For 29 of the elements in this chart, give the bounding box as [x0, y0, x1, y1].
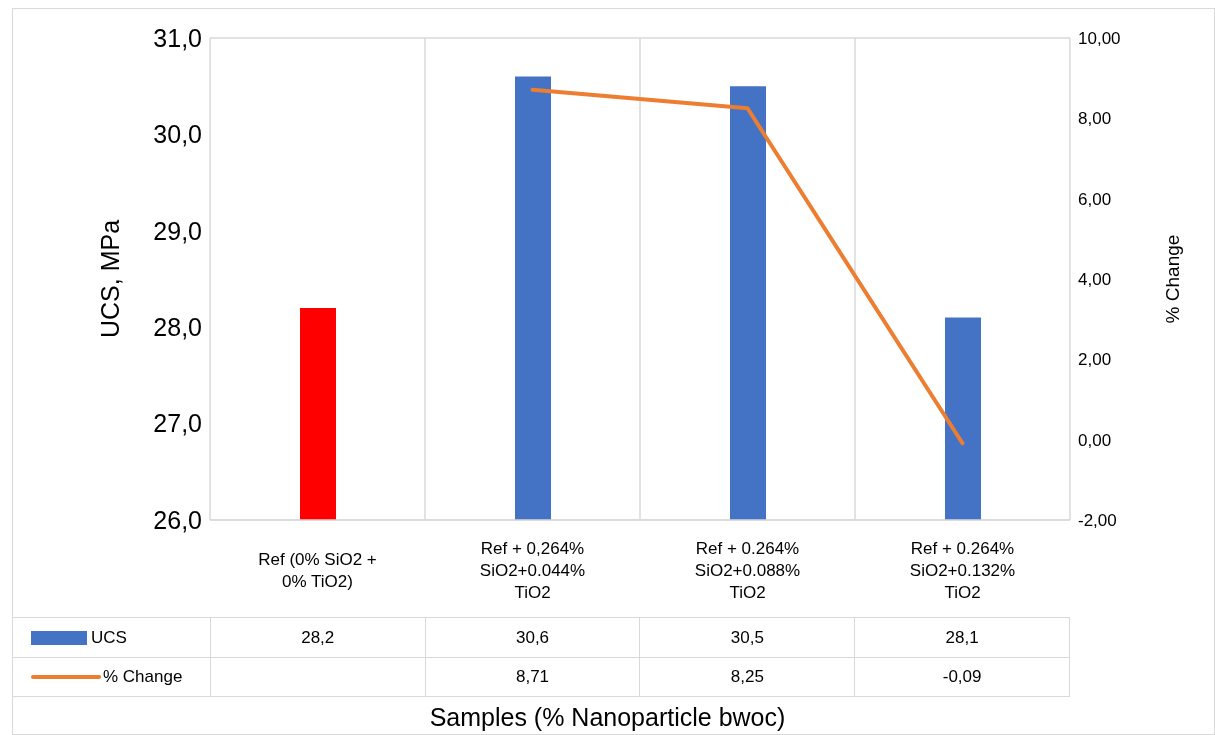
y2-tick-label: 0,00	[1078, 430, 1112, 450]
data-label: 28,1	[855, 618, 1071, 657]
y-tick-label: 28,0	[153, 313, 202, 342]
y2-tick-label: 6,00	[1078, 189, 1112, 209]
x-axis-title: Samples (% Nanoparticle bwoc)	[428, 703, 787, 732]
data-label: 28,2	[210, 618, 426, 657]
y-tick-label: 31,0	[153, 23, 202, 52]
y2-tick-label: -2,00	[1078, 511, 1117, 531]
y2-tick-label: 10,00	[1078, 29, 1121, 49]
y2-axis-title: % Change	[1161, 234, 1183, 324]
data-label: 8,71	[425, 658, 641, 696]
y-tick-label: 29,0	[153, 216, 202, 245]
x-tick-label: Ref + 0.264% SiO2+0.132% TiO2	[909, 539, 1016, 602]
y-tick-label: 27,0	[153, 409, 202, 438]
x-tick-label: Ref + 0,264% SiO2+0.044% TiO2	[479, 539, 586, 602]
data-label: 30,5	[640, 618, 856, 657]
y2-tick-label: 4,00	[1078, 270, 1112, 290]
legend-label: % Change	[103, 667, 183, 687]
y-axis-title: UCS, MPa	[95, 219, 124, 339]
legend-label: UCS	[91, 627, 127, 648]
y2-tick-label: 2,00	[1078, 350, 1112, 370]
data-label: 8,25	[640, 658, 856, 696]
y2-tick-label: 8,00	[1078, 109, 1112, 129]
y-tick-label: 30,0	[153, 120, 202, 149]
data-label: -0,09	[855, 658, 1071, 696]
x-tick-label: Ref (0% SiO2 + 0% TiO2)	[258, 550, 377, 591]
x-tick-label: Ref + 0.264% SiO2+0.088% TiO2	[694, 539, 801, 602]
data-label: 30,6	[425, 618, 641, 657]
y-tick-label: 26,0	[153, 505, 202, 534]
